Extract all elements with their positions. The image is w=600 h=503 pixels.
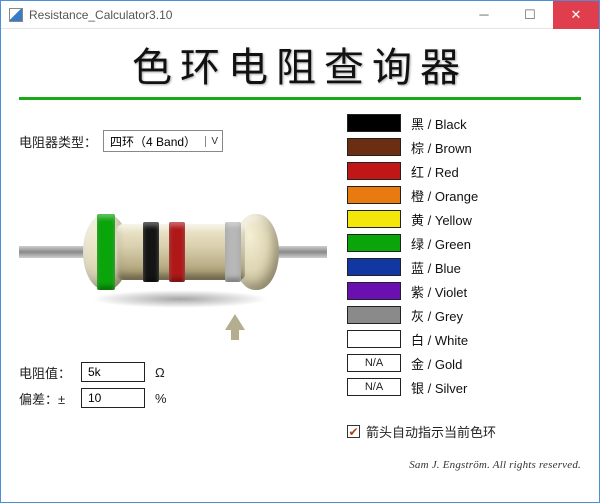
maximize-button[interactable]: ☐ bbox=[507, 1, 553, 29]
band-type-value: 四环（4 Band） bbox=[110, 133, 196, 150]
legend-row-red[interactable]: 红 / Red bbox=[347, 160, 581, 182]
right-panel: 黑 / Black 棕 / Brown 红 / Red 橙 / Orange 黄 / Y… bbox=[339, 112, 581, 492]
titlebar: Resistance_Calculator3.10 ─ ☐ ✕ bbox=[1, 1, 599, 29]
legend-label: 橙 / Orange bbox=[411, 186, 478, 205]
resistor-graphic bbox=[19, 182, 327, 332]
swatch-grey bbox=[347, 306, 401, 324]
swatch-brown bbox=[347, 138, 401, 156]
indicator-arrow bbox=[225, 314, 245, 330]
swatch-silver: N/A bbox=[347, 378, 401, 396]
color-legend: 黑 / Black 棕 / Brown 红 / Red 橙 / Orange 黄 / Y… bbox=[347, 112, 581, 398]
legend-label: 紫 / Violet bbox=[411, 282, 467, 301]
legend-label: 银 / Silver bbox=[411, 378, 467, 397]
swatch-violet bbox=[347, 282, 401, 300]
legend-label: 棕 / Brown bbox=[411, 138, 472, 157]
band-1[interactable] bbox=[97, 214, 115, 290]
legend-row-yellow[interactable]: 黄 / Yellow bbox=[347, 208, 581, 230]
app-window: Resistance_Calculator3.10 ─ ☐ ✕ 色环电阻查询器 … bbox=[0, 0, 600, 503]
swatch-yellow bbox=[347, 210, 401, 228]
content-area: 色环电阻查询器 电阻器类型： 四环（4 Band） V bbox=[1, 29, 599, 502]
legend-label: 蓝 / Blue bbox=[411, 258, 461, 277]
value-unit: Ω bbox=[155, 365, 165, 380]
legend-label: 黄 / Yellow bbox=[411, 210, 472, 229]
copyright: Sam J. Engström. All rights reserved. bbox=[347, 459, 581, 471]
band-type-select[interactable]: 四环（4 Band） V bbox=[103, 130, 223, 152]
swatch-black bbox=[347, 114, 401, 132]
legend-row-black[interactable]: 黑 / Black bbox=[347, 112, 581, 134]
legend-row-brown[interactable]: 棕 / Brown bbox=[347, 136, 581, 158]
legend-row-green[interactable]: 绿 / Green bbox=[347, 232, 581, 254]
shadow bbox=[91, 290, 269, 308]
page-title: 色环电阻查询器 bbox=[19, 35, 581, 93]
type-label: 电阻器类型： bbox=[19, 132, 97, 151]
chevron-down-icon: V bbox=[205, 136, 218, 147]
legend-label: 红 / Red bbox=[411, 162, 459, 181]
legend-row-blue[interactable]: 蓝 / Blue bbox=[347, 256, 581, 278]
auto-arrow-checkbox[interactable]: ✔ bbox=[347, 425, 360, 438]
legend-row-white[interactable]: 白 / White bbox=[347, 328, 581, 350]
legend-label: 灰 / Grey bbox=[411, 306, 463, 325]
swatch-red bbox=[347, 162, 401, 180]
swatch-orange bbox=[347, 186, 401, 204]
legend-row-silver[interactable]: N/A 银 / Silver bbox=[347, 376, 581, 398]
band-4[interactable] bbox=[225, 222, 241, 282]
legend-label: 白 / White bbox=[411, 330, 468, 349]
tolerance-value: 10 bbox=[81, 388, 145, 408]
value-label: 电阻值： bbox=[19, 363, 81, 382]
swatch-white bbox=[347, 330, 401, 348]
tolerance-unit: % bbox=[155, 391, 167, 406]
swatch-blue bbox=[347, 258, 401, 276]
app-icon bbox=[9, 8, 23, 22]
left-panel: 电阻器类型： 四环（4 Band） V bbox=[19, 112, 339, 492]
swatch-gold: N/A bbox=[347, 354, 401, 372]
resistor-body[interactable] bbox=[83, 214, 279, 290]
legend-row-violet[interactable]: 紫 / Violet bbox=[347, 280, 581, 302]
close-button[interactable]: ✕ bbox=[553, 1, 599, 29]
band-2[interactable] bbox=[143, 222, 159, 282]
tolerance-label: 偏差：± bbox=[19, 389, 81, 408]
resistance-value: 5k bbox=[81, 362, 145, 382]
auto-arrow-label: 箭头自动指示当前色环 bbox=[366, 422, 496, 441]
minimize-button[interactable]: ─ bbox=[461, 1, 507, 29]
legend-label: 金 / Gold bbox=[411, 354, 462, 373]
divider bbox=[19, 97, 581, 100]
legend-row-grey[interactable]: 灰 / Grey bbox=[347, 304, 581, 326]
swatch-green bbox=[347, 234, 401, 252]
legend-label: 绿 / Green bbox=[411, 234, 471, 253]
band-3[interactable] bbox=[169, 222, 185, 282]
legend-row-orange[interactable]: 橙 / Orange bbox=[347, 184, 581, 206]
window-title: Resistance_Calculator3.10 bbox=[29, 8, 461, 22]
legend-row-gold[interactable]: N/A 金 / Gold bbox=[347, 352, 581, 374]
legend-label: 黑 / Black bbox=[411, 114, 467, 133]
